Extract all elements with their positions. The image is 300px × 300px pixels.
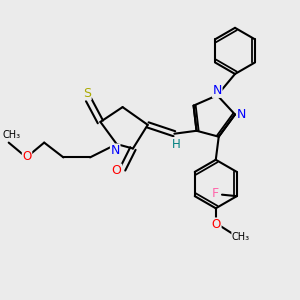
Text: CH₃: CH₃ [3,130,21,140]
Text: N: N [237,108,246,121]
Text: F: F [212,187,219,200]
Text: N: N [110,144,120,157]
Text: O: O [112,164,122,177]
Text: CH₃: CH₃ [232,232,250,242]
Text: S: S [83,87,91,100]
Text: O: O [212,218,221,231]
Text: H: H [172,138,180,151]
Text: O: O [22,150,32,163]
Text: N: N [213,84,222,97]
